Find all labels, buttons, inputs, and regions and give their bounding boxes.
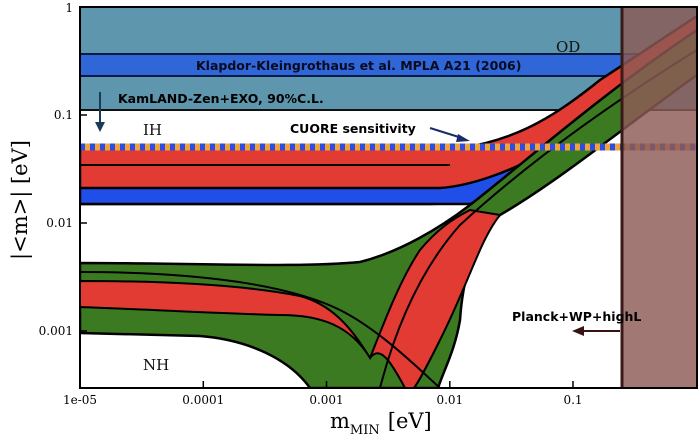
- nh-label: NH: [143, 356, 169, 374]
- planck-arrow: [572, 326, 620, 336]
- cuore-label: CUORE sensitivity: [290, 121, 416, 136]
- x-tick-label: 0.0001: [182, 393, 224, 407]
- od-label: OD: [556, 38, 580, 56]
- cuore-arrow: [429, 127, 470, 142]
- x-ticks: [202, 381, 574, 388]
- y-tick-label: 0.001: [39, 324, 73, 338]
- klapdor-label: Klapdor-Kleingrothaus et al. MPLA A21 (2…: [196, 58, 521, 73]
- planck-label: Planck+WP+highL: [512, 309, 641, 324]
- x-tick-label: 0.1: [563, 393, 582, 407]
- x-axis-title: mMIN [eV]: [330, 409, 432, 437]
- x-axis-title-sub: MIN: [350, 423, 380, 437]
- plot-frame: [79, 6, 698, 389]
- x-tick-label: 1e-05: [63, 393, 97, 407]
- x-axis-title-main: m: [330, 409, 350, 433]
- klapdor-band: [80, 53, 697, 77]
- x-tick-label: 0.01: [436, 393, 463, 407]
- ih-label: IH: [143, 121, 162, 139]
- y-tick-label: 0.01: [46, 216, 73, 230]
- y-ticks: [80, 114, 87, 332]
- x-axis-title-unit: [eV]: [388, 409, 432, 433]
- nh-band-curve-a: [80, 271, 441, 388]
- y-tick-label: 1: [65, 1, 73, 15]
- y-axis-title: |<m>| [eV]: [8, 140, 33, 260]
- planck-region: [622, 7, 697, 388]
- x-tick-label: 0.001: [309, 393, 343, 407]
- kamland-arrow: [95, 92, 105, 132]
- nh-band-inner: [80, 208, 502, 388]
- kamland-label: KamLAND-Zen+EXO, 90%C.L.: [118, 91, 324, 106]
- y-tick-label: 0.1: [54, 108, 73, 122]
- nh-band-curve-b: [379, 49, 697, 388]
